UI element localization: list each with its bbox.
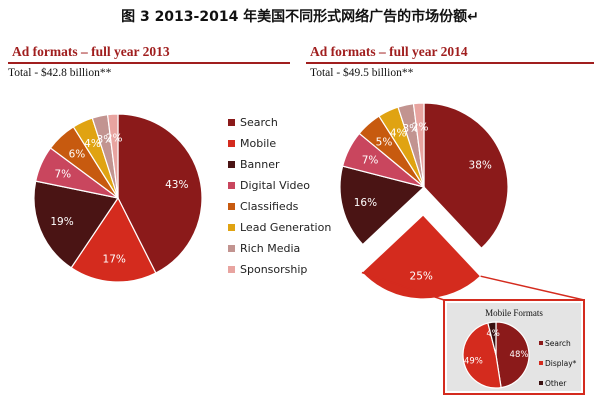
legend-item-digital-video: Digital Video [240,179,310,192]
mobile-pie-label-other: 4% [486,329,500,339]
pie-2013-label-digital-video: 7% [54,168,71,180]
legend-swatch-search [228,119,235,126]
pie-2014-slice-sponsorship [412,102,425,188]
legend: Search Mobile Banner Digital Video Classifie… [228,116,331,276]
pie-2013-slice-sponsorship [106,113,119,199]
legend-swatch-lead-generation [228,224,235,231]
pie-2013-label-classifieds: 6% [69,149,86,161]
pie-2013-slice-mobile [70,196,157,283]
pie-2014-slice-mobile [361,214,482,300]
total-2014: Total - $49.5 billion** [310,67,414,79]
pie-2014-label-search: 38% [469,160,492,172]
mobile-pie-label-search: 48% [510,350,529,360]
panel-rule-2014 [306,62,594,64]
mobile-pie-slice-other [487,321,497,356]
legend-swatch-mobile [228,140,235,147]
pie-2013-label-rich-media: 3% [97,134,114,146]
mobile-formats-inset: Mobile Formats 48% 49% 4% Search Display* Othe… [443,299,585,395]
pie-2014-label-digital-video: 7% [362,155,379,167]
inset-legend-swatch-other [539,381,543,385]
inset-legend-item-other: Other [545,379,567,388]
pie-2013-label-lead-generation: 4% [84,138,101,150]
callout-line-left [361,271,445,301]
legend-item-lead-generation: Lead Generation [240,221,331,234]
figure-title: 图 3 2013-2014 年美国不同形式网络广告的市场份额↵ [121,9,479,25]
legend-item-classifieds: Classifieds [240,200,299,213]
pie-2014-label-sponsorship: 2% [412,122,429,134]
legend-item-rich-media: Rich Media [240,242,300,255]
pie-2013-label-mobile: 17% [103,253,126,265]
legend-swatch-rich-media [228,245,235,252]
pie-2013: 43% 17% 19% 7% 6%4%3%2% [33,113,203,283]
pie-2014-slice-banner [339,165,426,246]
pie-2014-label-mobile: 25% [410,270,433,282]
pie-2013-label-banner: 19% [50,216,73,228]
pie-2014-label-banner: 16% [354,197,377,209]
panel-title-2014: Ad formats – full year 2014 [310,44,468,59]
pie-2014-label-lead-generation: 4% [390,127,407,139]
inset-legend-item-search: Search [545,339,571,348]
pie-2014-label-classifieds: 5% [376,137,393,149]
legend-swatch-sponsorship [228,266,235,273]
pie-2014-label-rich-media: 3% [402,123,419,135]
pie-2014: 38% 25% 16% 7% 5%4%3%2% [339,102,509,300]
legend-item-search: Search [240,116,278,129]
inset-legend-item-display: Display* [545,359,577,368]
legend-item-banner: Banner [240,158,280,171]
pie-2014-slice-search [423,102,509,250]
inset-legend-swatch-display [539,361,543,365]
legend-item-mobile: Mobile [240,137,276,150]
callout-line-right [480,275,585,301]
inset-title: Mobile Formats [485,308,543,318]
legend-swatch-classifieds [228,203,235,210]
mobile-pie-slice-search [495,321,530,389]
panel-rule-2013 [8,62,290,64]
legend-swatch-digital-video [228,182,235,189]
total-2013: Total - $42.8 billion** [8,67,112,79]
mobile-pie-label-display: 49% [464,357,483,367]
pie-2013-slice-banner [33,180,119,269]
pie-2013-label-search: 43% [165,179,188,191]
panel-title-2013: Ad formats – full year 2013 [12,44,170,59]
legend-swatch-banner [228,161,235,168]
pie-2013-slice-search [117,113,203,274]
pie-2013-label-sponsorship: 2% [106,133,123,145]
inset-legend-swatch-search [539,341,543,345]
mobile-callout [361,271,585,301]
legend-item-sponsorship: Sponsorship [240,263,307,276]
